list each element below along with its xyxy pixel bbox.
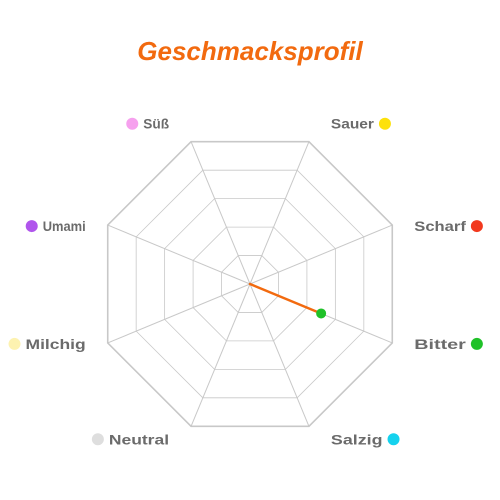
axis-dot-0 xyxy=(126,117,139,130)
axis-dot-7 xyxy=(25,220,38,233)
spoke-5 xyxy=(190,283,251,427)
spoke-1 xyxy=(249,141,310,285)
axis-dot-3 xyxy=(470,337,483,350)
series-0-point-3 xyxy=(316,308,327,319)
axis-label-6: Milchig xyxy=(26,336,86,352)
spoke-2 xyxy=(249,224,393,285)
axis-dot-1 xyxy=(378,117,391,130)
chart-title: Geschmacksprofil xyxy=(137,36,363,66)
axis-label-2: Scharf xyxy=(414,218,466,234)
axis-label-4: Salzig xyxy=(331,431,383,447)
axis-dot-4 xyxy=(387,433,400,446)
spoke-4 xyxy=(249,283,310,427)
spoke-6 xyxy=(107,283,251,344)
axis-label-3: Bitter xyxy=(414,336,466,352)
axis-label-1: Sauer xyxy=(331,116,375,132)
spoke-7 xyxy=(107,224,251,285)
spoke-0 xyxy=(190,141,251,285)
axis-label-0: Süß xyxy=(143,116,169,132)
axis-dot-6 xyxy=(8,337,21,350)
axis-label-5: Neutral xyxy=(109,431,169,447)
axis-label-7: Umami xyxy=(43,218,86,234)
axis-dot-5 xyxy=(91,433,104,446)
axis-dot-2 xyxy=(470,220,483,233)
